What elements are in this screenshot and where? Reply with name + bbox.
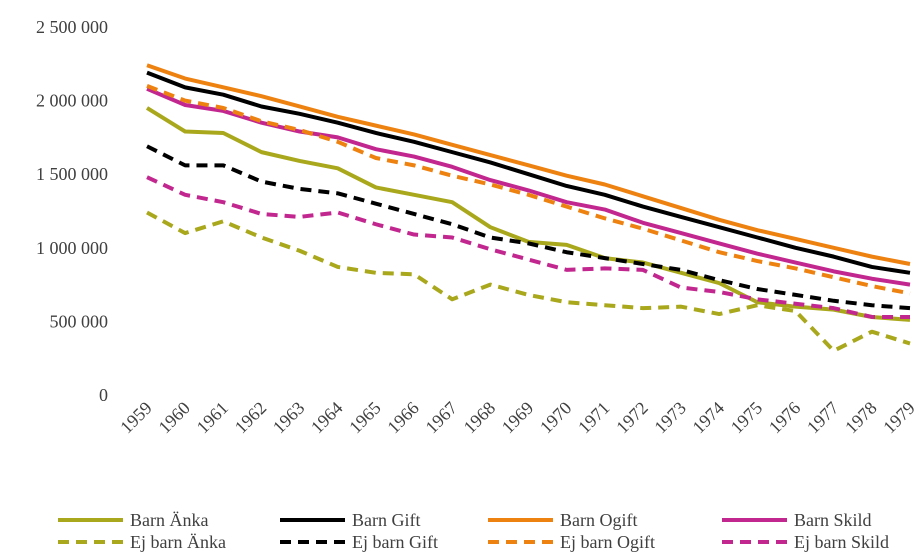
x-tick-label: 1971 [574,398,614,438]
series-line [146,63,911,266]
y-tick-label: 1 000 000 [36,238,108,258]
series-line [146,210,911,353]
series-line [146,86,911,287]
series-line [146,175,910,319]
x-tick-label: 1975 [727,398,767,438]
x-tick-label: 1968 [460,398,500,438]
x-tick-label: 1965 [345,398,385,438]
x-tick-label: 1967 [421,398,461,438]
y-tick-label: 500 000 [50,311,109,331]
y-tick-label: 1 500 000 [36,164,108,184]
series-line [146,70,911,275]
legend-label: Ej barn Änka [130,532,226,552]
legend-label: Barn Skild [794,510,872,530]
x-tick-label: 1974 [688,398,728,438]
legend-label: Ej barn Skild [794,532,889,552]
x-tick-label: 1963 [269,398,309,438]
x-tick-label: 1959 [116,398,156,438]
y-tick-label: 2 000 000 [36,91,108,111]
x-tick-label: 1979 [879,398,914,438]
series-line [146,144,911,311]
series-line [145,106,911,322]
y-tick-label: 0 [99,385,108,405]
x-tick-label: 1962 [231,398,271,438]
legend-label: Barn Ogift [560,510,637,530]
x-tick-label: 1976 [765,398,805,438]
x-tick-label: 1960 [154,398,194,438]
x-tick-label: 1969 [498,398,538,438]
legend-label: Barn Gift [352,510,420,530]
x-tick-label: 1972 [612,398,652,438]
x-tick-label: 1978 [841,398,881,438]
x-tick-label: 1961 [193,398,233,438]
x-tick-label: 1964 [307,398,347,438]
x-tick-label: 1977 [803,398,843,438]
y-tick-label: 2 500 000 [36,17,108,37]
x-tick-label: 1966 [383,398,423,438]
series-line [146,84,911,296]
legend-label: Barn Änka [130,510,208,530]
legend-label: Ej barn Gift [352,532,438,552]
x-tick-label: 1970 [536,398,576,438]
x-tick-label: 1973 [650,398,690,438]
legend-label: Ej barn Ogift [560,532,655,552]
